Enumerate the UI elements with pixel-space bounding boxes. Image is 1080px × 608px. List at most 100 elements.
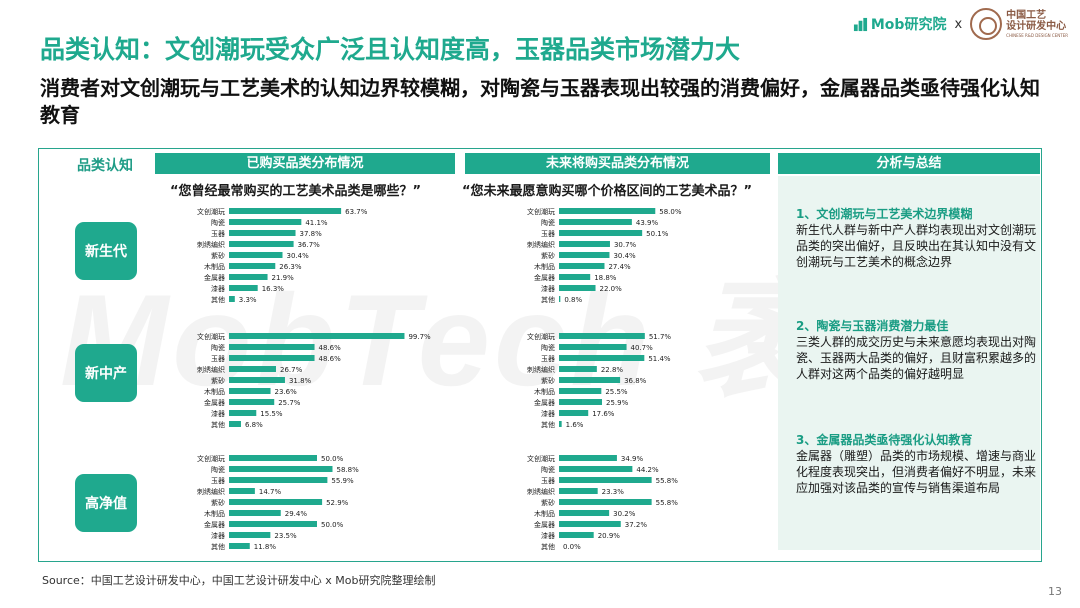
mob-logo-icon — [853, 17, 867, 31]
analysis-point-body: 新生代人群与新中产人群均表现出对文创潮玩品类的突出偏好，且反映出在其认知中没有文… — [796, 223, 1037, 269]
category-label: 其他 — [211, 295, 225, 304]
category-label: 文创潮玩 — [527, 207, 555, 216]
bar — [229, 499, 323, 505]
value-label: 55.8% — [656, 477, 679, 485]
bar — [559, 399, 602, 405]
bar — [229, 208, 342, 214]
chart-middle-class-purchased: 文创潮玩 99.7% 陶瓷 48.6% 玉器 48.6% 刺绣编织 26.7% 紫砂 31.8% 木… — [197, 332, 431, 429]
bar — [229, 333, 405, 339]
category-label: 其他 — [541, 295, 555, 304]
category-label: 漆器 — [211, 284, 225, 293]
bar — [229, 355, 315, 361]
bar — [559, 241, 610, 247]
content-panel — [38, 148, 1042, 562]
category-label: 玉器 — [211, 355, 225, 363]
value-label: 20.9% — [598, 532, 621, 540]
category-label: 金属器 — [204, 520, 225, 529]
bar — [559, 477, 652, 483]
category-label: 漆器 — [541, 409, 555, 418]
category-label: 漆器 — [211, 531, 225, 540]
analysis-point-title: 2、陶瓷与玉器消费潜力最佳 — [796, 319, 949, 333]
analysis-point-body: 金属器（雕塑）品类的市场规模、增速与商业化程度表现突出，但消费者偏好不明显，未来… — [796, 449, 1037, 495]
value-label: 11.8% — [254, 543, 277, 551]
bar — [559, 263, 605, 269]
value-label: 55.9% — [331, 477, 354, 485]
bar — [559, 499, 652, 505]
category-label: 金属器 — [534, 398, 555, 407]
question-future: “您未来最愿意购买哪个价格区间的工艺美术品？” — [462, 184, 753, 199]
value-label: 34.9% — [621, 455, 644, 463]
category-label: 漆器 — [541, 531, 555, 540]
col-header-purchased: 已购买品类分布情况 — [155, 153, 455, 174]
bar — [559, 521, 621, 527]
bar — [229, 296, 235, 302]
bar — [229, 285, 258, 291]
value-label: 16.3% — [262, 285, 285, 293]
bar — [559, 208, 656, 214]
bar — [229, 252, 283, 258]
bar — [559, 355, 645, 361]
bar — [229, 477, 328, 483]
row-header: 品类认知 — [77, 158, 133, 174]
value-label: 48.6% — [319, 344, 342, 352]
chart-high-net-worth-purchased: 文创潮玩 50.0% 陶瓷 58.8% 玉器 55.9% 刺绣编织 14.7% 紫砂 52.9% 木… — [197, 454, 359, 551]
category-label: 陶瓷 — [541, 218, 555, 227]
bar — [229, 455, 317, 461]
value-label: 21.9% — [272, 274, 295, 282]
category-label: 文创潮玩 — [197, 332, 225, 341]
value-label: 26.3% — [279, 263, 302, 271]
partner-logo: 中国工艺 设计研发中心 CHINESE R&D DESIGN CENTER — [970, 8, 1068, 40]
value-label: 36.7% — [298, 241, 321, 249]
bar — [559, 296, 561, 302]
category-label: 文创潮玩 — [197, 207, 225, 216]
bar — [229, 532, 271, 538]
analysis-point-body: 三类人群的成交历史与未来意愿均表现出对陶瓷、玉器两大品类的偏好，且财富积累越多的… — [796, 335, 1037, 381]
value-label: 23.5% — [274, 532, 297, 540]
bar — [559, 344, 627, 350]
bar — [229, 274, 268, 280]
category-label: 文创潮玩 — [197, 454, 225, 463]
category-label: 紫砂 — [211, 376, 225, 385]
bar — [559, 230, 643, 236]
bar — [559, 219, 632, 225]
bar — [229, 421, 241, 427]
category-label: 玉器 — [211, 230, 225, 238]
value-label: 50.0% — [321, 455, 344, 463]
value-label: 18.8% — [594, 274, 617, 282]
category-label: 紫砂 — [541, 251, 555, 260]
value-label: 0.0% — [563, 543, 581, 551]
analysis-point-2: 2、陶瓷与玉器消费潜力最佳 三类人群的成交历史与未来意愿均表现出对陶瓷、玉器两大… — [796, 318, 1036, 382]
seal-icon — [970, 8, 1003, 40]
value-label: 15.5% — [260, 410, 283, 418]
bar — [229, 543, 250, 549]
bar — [559, 421, 562, 427]
value-label: 29.4% — [285, 510, 308, 518]
value-label: 48.6% — [319, 355, 342, 363]
analysis-header: 分析与总结 — [778, 153, 1040, 174]
analysis-point-title: 1、文创潮玩与工艺美术边界模糊 — [796, 207, 973, 221]
value-label: 41.1% — [305, 219, 328, 227]
bar — [229, 366, 276, 372]
category-label: 刺绣编织 — [197, 365, 225, 374]
category-label: 紫砂 — [211, 498, 225, 507]
category-label: 漆器 — [211, 409, 225, 418]
value-label: 26.7% — [280, 366, 303, 374]
category-label: 陶瓷 — [541, 343, 555, 352]
page-number: 13 — [1048, 585, 1062, 598]
bar — [559, 455, 617, 461]
analysis-point-title: 3、金属器品类亟待强化认知教育 — [796, 433, 973, 447]
page-title: 品类认知：文创潮玩受众广泛且认知度高，玉器品类市场潜力大 — [40, 35, 741, 64]
bar — [229, 219, 302, 225]
value-label: 37.8% — [300, 230, 323, 238]
value-label: 17.6% — [592, 410, 615, 418]
category-label: 玉器 — [211, 477, 225, 485]
category-label: 其他 — [541, 420, 555, 429]
value-label: 58.8% — [336, 466, 359, 474]
category-label: 其他 — [211, 420, 225, 429]
category-label: 紫砂 — [541, 376, 555, 385]
category-label: 刺绣编织 — [197, 240, 225, 249]
bar — [559, 377, 621, 383]
value-label: 14.7% — [259, 488, 282, 496]
value-label: 37.2% — [625, 521, 648, 529]
chart-high-net-worth-future: 文创潮玩 34.9% 陶瓷 44.2% 玉器 55.8% 刺绣编织 23.3% 紫砂 55.8% 木… — [527, 454, 679, 551]
